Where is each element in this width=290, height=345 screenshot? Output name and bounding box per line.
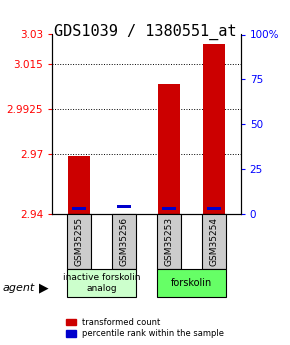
FancyBboxPatch shape	[67, 269, 136, 297]
Bar	[72, 207, 86, 210]
Bar	[162, 207, 176, 210]
Bar	[117, 205, 131, 208]
Text: forskolin: forskolin	[171, 278, 212, 288]
Bar	[158, 84, 180, 214]
FancyBboxPatch shape	[202, 214, 226, 269]
FancyBboxPatch shape	[112, 214, 136, 269]
Text: agent: agent	[3, 283, 35, 293]
Bar	[68, 156, 90, 214]
Legend: transformed count, percentile rank within the sample: transformed count, percentile rank withi…	[63, 315, 227, 341]
Text: ▶: ▶	[39, 282, 48, 295]
Text: GDS1039 / 1380551_at: GDS1039 / 1380551_at	[54, 24, 236, 40]
Text: GSM35254: GSM35254	[209, 217, 218, 266]
Text: GSM35256: GSM35256	[119, 217, 128, 266]
Bar	[207, 207, 220, 210]
Bar	[202, 45, 225, 214]
Text: inactive forskolin
analog: inactive forskolin analog	[63, 273, 140, 293]
FancyBboxPatch shape	[67, 214, 91, 269]
FancyBboxPatch shape	[157, 214, 181, 269]
Text: GSM35253: GSM35253	[164, 217, 173, 266]
Text: GSM35255: GSM35255	[75, 217, 84, 266]
FancyBboxPatch shape	[157, 269, 226, 297]
